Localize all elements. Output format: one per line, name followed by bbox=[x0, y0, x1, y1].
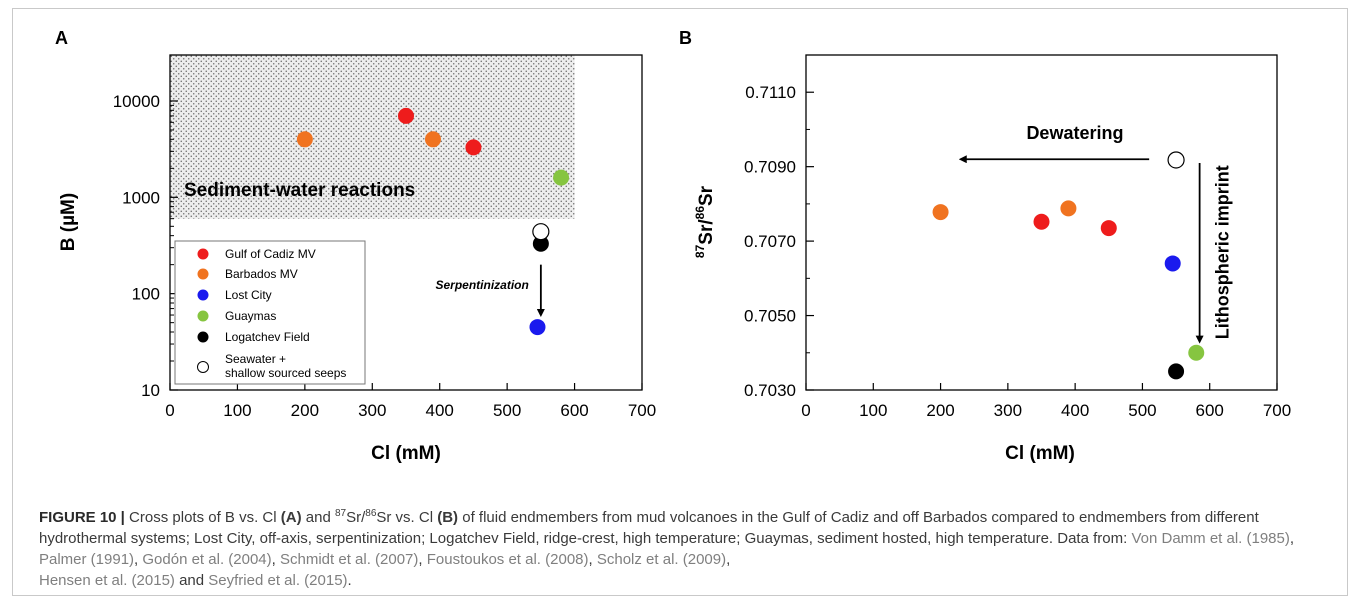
caption-text-2: and bbox=[301, 509, 335, 526]
legend-label-lost-city: Lost City bbox=[225, 288, 272, 302]
point-b-seawater-shallow-sourced-seeps bbox=[1167, 151, 1185, 169]
x-tick-label-b: 500 bbox=[1128, 401, 1156, 420]
y-tick-label-b: 0.7070 bbox=[744, 232, 796, 251]
lithospheric-label: Lithospheric imprint bbox=[1213, 165, 1233, 339]
point-a-seawater-shallow-sourced-seeps bbox=[532, 223, 550, 241]
x-tick-label-a: 500 bbox=[493, 401, 521, 420]
legend-label-barbados: Barbados MV bbox=[225, 267, 298, 281]
y-tick-label-b: 0.7030 bbox=[744, 381, 796, 400]
caption-text-1: Cross plots of B vs. Cl bbox=[124, 509, 281, 526]
x-tick-label-b: 400 bbox=[1061, 401, 1089, 420]
caption-sr: Sr/ bbox=[346, 509, 366, 526]
figure-caption: FIGURE 10 | Cross plots of B vs. Cl (A) … bbox=[39, 508, 1295, 590]
y-tick-label-a: 100 bbox=[132, 285, 160, 304]
x-tick-label-a: 0 bbox=[165, 401, 174, 420]
caption-reference[interactable]: Von Damm et al. (1985) bbox=[1131, 530, 1290, 547]
legend-label-gulf-of-cadiz: Gulf of Cadiz MV bbox=[225, 247, 316, 261]
caption-text-4: of fluid endmembers from mud volcanoes i… bbox=[39, 509, 1259, 547]
caption-label: FIGURE 10 | bbox=[39, 509, 125, 526]
panel-b: B 0 100 200 300 400 500 600 700 0.7030 0.7050 0.7… bbox=[679, 28, 1291, 464]
x-tick-label-a: 300 bbox=[358, 401, 386, 420]
dewatering-label: Dewatering bbox=[1026, 123, 1123, 143]
x-tick-label-a: 100 bbox=[223, 401, 251, 420]
caption-panel-a-ref: (A) bbox=[280, 509, 302, 526]
panel-a: A Sediment-water reactions 0 100 200 300 400… bbox=[55, 28, 656, 464]
point-b-barbados-mv bbox=[1060, 200, 1077, 217]
plot-b-frame bbox=[805, 54, 1278, 391]
y-tick-label-b: 0.7110 bbox=[745, 83, 796, 102]
x-tick-label-b: 700 bbox=[1263, 401, 1291, 420]
caption-reference[interactable]: Foustoukos et al. (2008) bbox=[426, 551, 589, 568]
caption-reference[interactable]: Schmidt et al. (2007) bbox=[280, 551, 419, 568]
point-a-guaymas bbox=[553, 169, 570, 186]
caption-panel-b-ref: (B) bbox=[437, 509, 459, 526]
legend-marker-gulf-of-cadiz bbox=[197, 248, 209, 260]
y-tick-label-b: 0.7050 bbox=[744, 307, 796, 326]
legend-label-seawater: Seawater + shallow sourced seeps bbox=[225, 352, 346, 380]
data-points bbox=[296, 107, 1205, 380]
panel-b-label: B bbox=[679, 28, 692, 48]
x-tick-label-b: 0 bbox=[801, 401, 810, 420]
caption-reference[interactable]: Godón et al. (2004) bbox=[142, 551, 272, 568]
y-tick-label-a: 10000 bbox=[113, 92, 160, 111]
point-a-logatchev-field bbox=[532, 235, 549, 252]
point-b-lost-city bbox=[1164, 255, 1181, 272]
serpentinization-label: Serpentinization bbox=[436, 278, 529, 292]
panel-a-label: A bbox=[55, 28, 68, 48]
x-tick-label-a: 400 bbox=[426, 401, 454, 420]
legend-a: Gulf of Cadiz MV Barbados MV Lost City G… bbox=[174, 240, 366, 385]
x-tick-label-b: 300 bbox=[994, 401, 1022, 420]
point-a-gulf-of-cadiz-mv bbox=[398, 107, 414, 124]
caption-reference[interactable]: Hensen et al. (2015) bbox=[39, 572, 175, 589]
point-b-gulf-of-cadiz-mv bbox=[1100, 220, 1117, 237]
plot-a-frame bbox=[169, 54, 643, 391]
caption-sup-86: 86 bbox=[365, 508, 377, 519]
caption-text-3: Sr vs. Cl bbox=[376, 509, 438, 526]
point-a-gulf-of-cadiz-mv bbox=[465, 139, 482, 156]
y-axis-label-b: 87Sr/86Sr bbox=[693, 185, 717, 258]
sediment-water-region bbox=[170, 55, 575, 219]
x-tick-label-b: 100 bbox=[859, 401, 887, 420]
legend-marker-barbados bbox=[197, 268, 209, 280]
x-tick-label-b: 600 bbox=[1196, 401, 1224, 420]
point-a-lost-city bbox=[529, 319, 546, 336]
sediment-water-label: Sediment-water reactions bbox=[184, 180, 415, 201]
point-b-guaymas bbox=[1188, 344, 1205, 361]
x-tick-label-a: 700 bbox=[628, 401, 656, 420]
x-tick-label-a: 600 bbox=[560, 401, 588, 420]
x-tick-label-b: 200 bbox=[926, 401, 954, 420]
legend-marker-logatchev bbox=[197, 331, 209, 343]
point-b-gulf-of-cadiz-mv bbox=[1033, 213, 1050, 230]
y-tick-label-a: 1000 bbox=[122, 188, 160, 207]
caption-reference[interactable]: Seyfried et al. (2015) bbox=[208, 572, 348, 589]
legend-label-guaymas: Guaymas bbox=[225, 309, 276, 323]
caption-reference[interactable]: Palmer (1991) bbox=[39, 551, 135, 568]
legend-marker-guaymas bbox=[197, 310, 209, 322]
point-b-logatchev-field bbox=[1168, 363, 1185, 380]
caption-reference[interactable]: Scholz et al. (2009) bbox=[596, 551, 727, 568]
x-axis-label-a: Cl (mM) bbox=[371, 443, 441, 464]
y-axis-label-a: B (µM) bbox=[58, 193, 79, 251]
caption-sup-87: 87 bbox=[334, 508, 347, 519]
annotations: Serpentinization Dewatering Lithospheric i… bbox=[436, 123, 1233, 344]
legend-marker-seawater bbox=[197, 361, 209, 373]
y-tick-label-b: 0.7090 bbox=[744, 158, 796, 177]
legend-label-logatchev: Logatchev Field bbox=[225, 330, 310, 344]
x-tick-label-a: 200 bbox=[291, 401, 319, 420]
y-tick-label-a: 10 bbox=[141, 381, 160, 400]
point-b-barbados-mv bbox=[932, 204, 949, 221]
x-axis-label-b: Cl (mM) bbox=[1005, 443, 1075, 464]
point-a-barbados-mv bbox=[424, 131, 441, 148]
point-a-barbados-mv bbox=[296, 131, 313, 148]
legend-marker-lost-city bbox=[197, 289, 209, 301]
